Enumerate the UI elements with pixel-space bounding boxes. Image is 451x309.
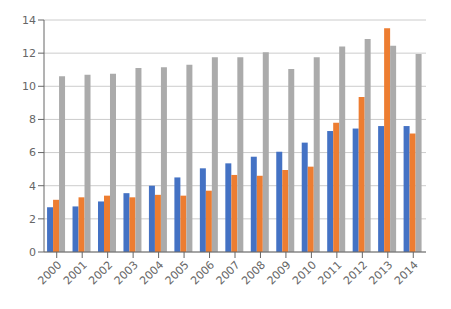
svg-text:2006: 2006: [188, 258, 217, 287]
svg-text:14: 14: [22, 14, 36, 27]
svg-text:2008: 2008: [239, 258, 268, 287]
svg-text:12: 12: [22, 47, 36, 60]
svg-text:2011: 2011: [316, 258, 345, 287]
svg-text:2010: 2010: [290, 258, 319, 287]
svg-text:2007: 2007: [214, 258, 243, 287]
svg-text:2000: 2000: [35, 258, 64, 287]
svg-text:10: 10: [22, 80, 36, 93]
svg-text:2: 2: [29, 213, 36, 226]
svg-text:2013: 2013: [366, 258, 395, 287]
svg-text:2005: 2005: [163, 258, 192, 287]
svg-text:2001: 2001: [61, 258, 90, 287]
svg-text:8: 8: [29, 113, 36, 126]
svg-text:2012: 2012: [341, 258, 370, 287]
svg-text:2002: 2002: [86, 258, 115, 287]
svg-text:2014: 2014: [392, 258, 421, 287]
svg-text:2003: 2003: [112, 258, 141, 287]
svg-text:2009: 2009: [265, 258, 294, 287]
svg-text:6: 6: [29, 146, 36, 159]
svg-text:2004: 2004: [137, 258, 166, 287]
svg-text:4: 4: [29, 180, 36, 193]
svg-text:0: 0: [29, 246, 36, 259]
